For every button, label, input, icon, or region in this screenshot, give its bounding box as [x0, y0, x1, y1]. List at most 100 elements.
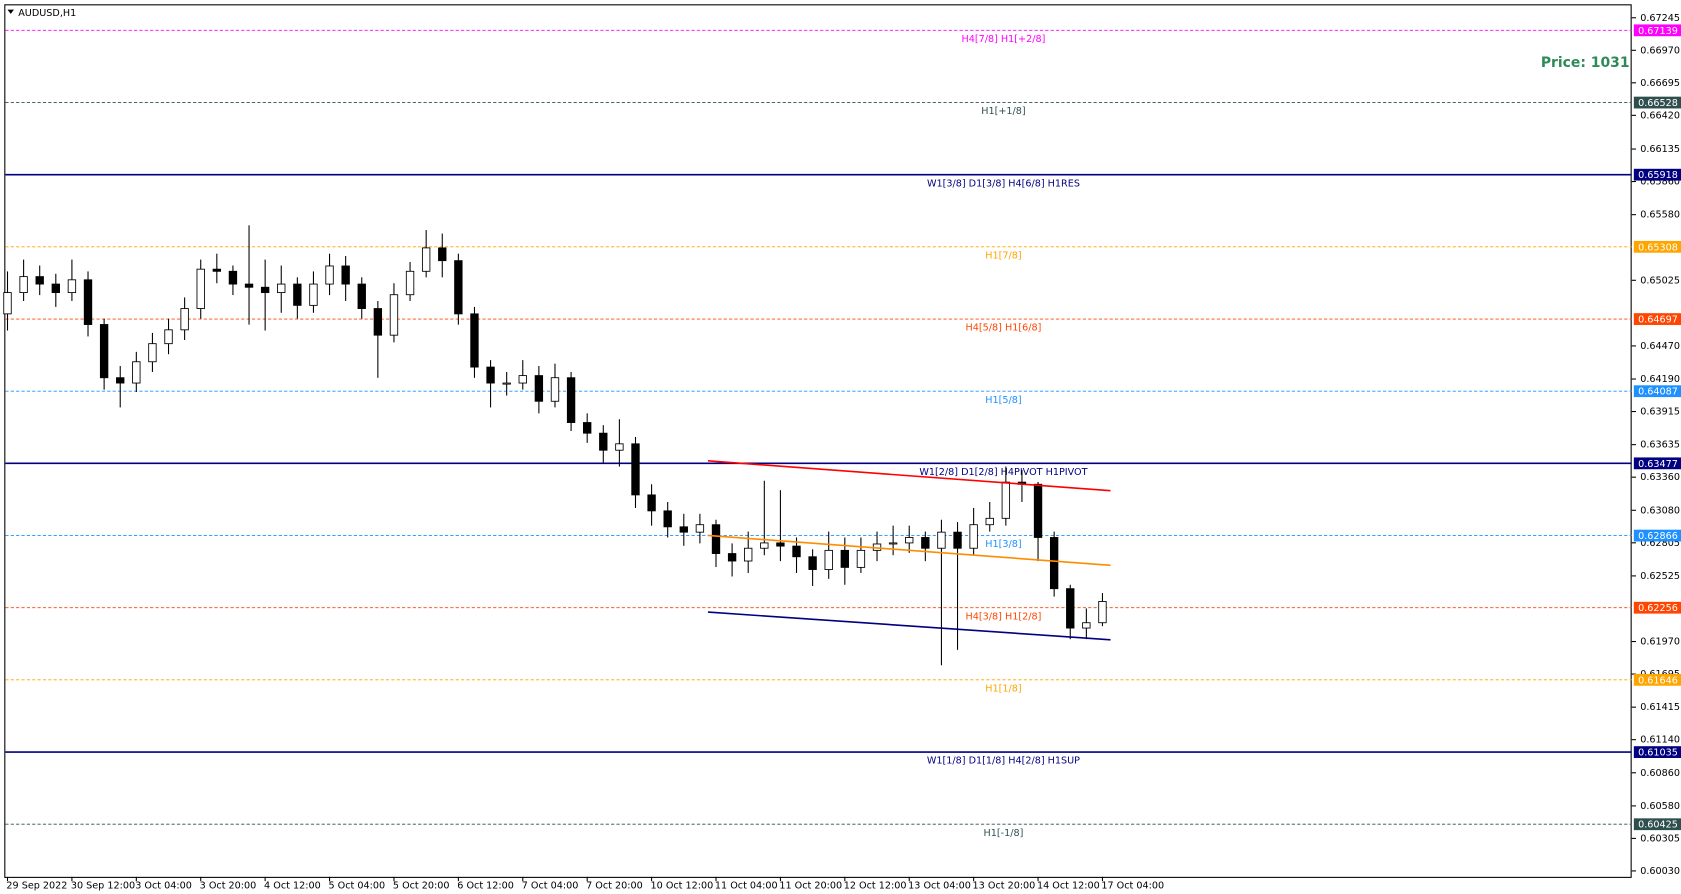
x-tick-label: 5 Oct 04:00: [328, 880, 385, 891]
candle-body: [357, 283, 366, 309]
price-box-label: 0.63477: [1638, 459, 1678, 470]
candle-body: [776, 542, 785, 547]
level-label: H4[3/8] H1[2/8]: [966, 611, 1042, 622]
candle-body: [196, 268, 205, 309]
candle-body: [840, 549, 850, 568]
price-box: [1633, 168, 1681, 181]
x-tick-label: 13 Oct 04:00: [908, 880, 971, 891]
candle-body: [180, 308, 189, 331]
y-tick-label: 0.65580: [1640, 210, 1680, 221]
candle-body: [1049, 537, 1059, 590]
candle-body: [389, 294, 399, 336]
price-text: Price: 1031: [1541, 55, 1630, 71]
x-tick-label: 13 Oct 20:00: [973, 880, 1036, 891]
y-tick-label: 0.65860: [1640, 177, 1680, 188]
candle-body: [421, 247, 431, 272]
candle-body: [212, 268, 222, 272]
level-label: H1[7/8]: [985, 250, 1021, 261]
price-box-label: 0.61035: [1638, 748, 1678, 759]
x-tick-label: 3 Oct 20:00: [200, 880, 257, 891]
trendline: [707, 534, 1111, 567]
price-box: [1633, 601, 1681, 614]
y-tick-label: 0.61415: [1640, 702, 1680, 713]
y-tick-label: 0.63080: [1640, 505, 1680, 516]
candle-body: [905, 537, 914, 544]
candle-body: [1066, 588, 1075, 629]
candle-body: [985, 517, 994, 526]
price-box-label: 0.66528: [1638, 98, 1678, 109]
candle-body: [164, 329, 173, 345]
candle-body: [438, 247, 447, 262]
plot-frame: [4, 4, 1632, 878]
candle-body: [518, 375, 527, 384]
menu-arrow[interactable]: [7, 9, 14, 14]
price-box-label: 0.65918: [1638, 170, 1678, 181]
price-box-label: 0.64697: [1638, 315, 1678, 326]
candle-body: [1082, 622, 1091, 629]
candle-body: [260, 286, 270, 294]
y-tick-label: 0.64190: [1640, 374, 1680, 385]
level-label: H4[7/8] H1[+2/8]: [962, 34, 1046, 45]
level-label: W1[3/8] D1[3/8] H4[6/8] H1RES: [927, 178, 1080, 189]
level-label: W1[2/8] D1[2/8] H4PIVOT H1PIVOT: [919, 467, 1087, 478]
x-tick-label: 5 Oct 20:00: [393, 880, 450, 891]
candle-body: [921, 537, 930, 549]
price-box: [1633, 818, 1681, 831]
candle-body: [116, 377, 125, 384]
candle-body: [454, 260, 463, 315]
candle-body: [937, 531, 946, 549]
candle-body: [67, 279, 77, 294]
y-tick-label: 0.66970: [1640, 45, 1680, 56]
y-tick-label: 0.64470: [1640, 341, 1680, 352]
candle-body: [647, 494, 656, 512]
y-tick-label: 0.61970: [1640, 637, 1680, 648]
price-box: [1633, 673, 1681, 686]
candle-body: [470, 313, 479, 368]
candle-body: [1001, 481, 1011, 519]
price-box-label: 0.62256: [1638, 603, 1678, 614]
y-tick-label: 0.66135: [1640, 144, 1680, 155]
x-tick-label: 11 Oct 04:00: [715, 880, 778, 891]
candle-body: [695, 524, 705, 533]
y-tick-label: 0.63360: [1640, 472, 1680, 483]
y-tick-label: 0.67245: [1640, 13, 1680, 24]
y-tick-label: 0.60860: [1640, 768, 1680, 779]
candle-body: [631, 443, 640, 496]
candle-body: [969, 524, 978, 549]
x-tick-label: 4 Oct 12:00: [264, 880, 321, 891]
level-label: W1[1/8] D1[1/8] H4[2/8] H1SUP: [927, 756, 1080, 767]
level-label: H1[3/8]: [985, 539, 1021, 550]
candle-body: [132, 361, 141, 384]
candle-body: [566, 377, 576, 423]
candle-body: [824, 549, 833, 570]
price-box: [1633, 457, 1681, 470]
candle-body: [486, 366, 495, 384]
candle-body: [341, 265, 350, 285]
y-tick-label: 0.62525: [1640, 571, 1680, 582]
x-tick-label: 29 Sep 2022: [6, 880, 67, 891]
level-label: H4[5/8] H1[6/8]: [966, 323, 1042, 334]
price-box-label: 0.67139: [1638, 26, 1678, 37]
candle-body: [373, 308, 383, 336]
candle-body: [599, 432, 608, 451]
candle-body: [502, 382, 511, 385]
candle-body: [679, 526, 688, 533]
y-tick-label: 0.60580: [1640, 801, 1680, 812]
y-tick-label: 0.66695: [1640, 78, 1680, 89]
x-tick-label: 3 Oct 04:00: [135, 880, 192, 891]
candle-body: [1098, 601, 1107, 624]
candle-body: [309, 283, 318, 306]
candle-body: [244, 283, 254, 288]
price-box: [1633, 96, 1681, 109]
x-tick-label: 12 Oct 12:00: [844, 880, 907, 891]
y-tick-label: 0.60305: [1640, 833, 1680, 844]
candle-body: [35, 276, 44, 285]
y-tick-label: 0.66420: [1640, 110, 1680, 121]
trendline: [707, 611, 1111, 641]
y-tick-label: 0.63915: [1640, 407, 1680, 418]
y-tick-label: 0.63635: [1640, 440, 1680, 451]
x-tick-label: 7 Oct 20:00: [586, 880, 643, 891]
